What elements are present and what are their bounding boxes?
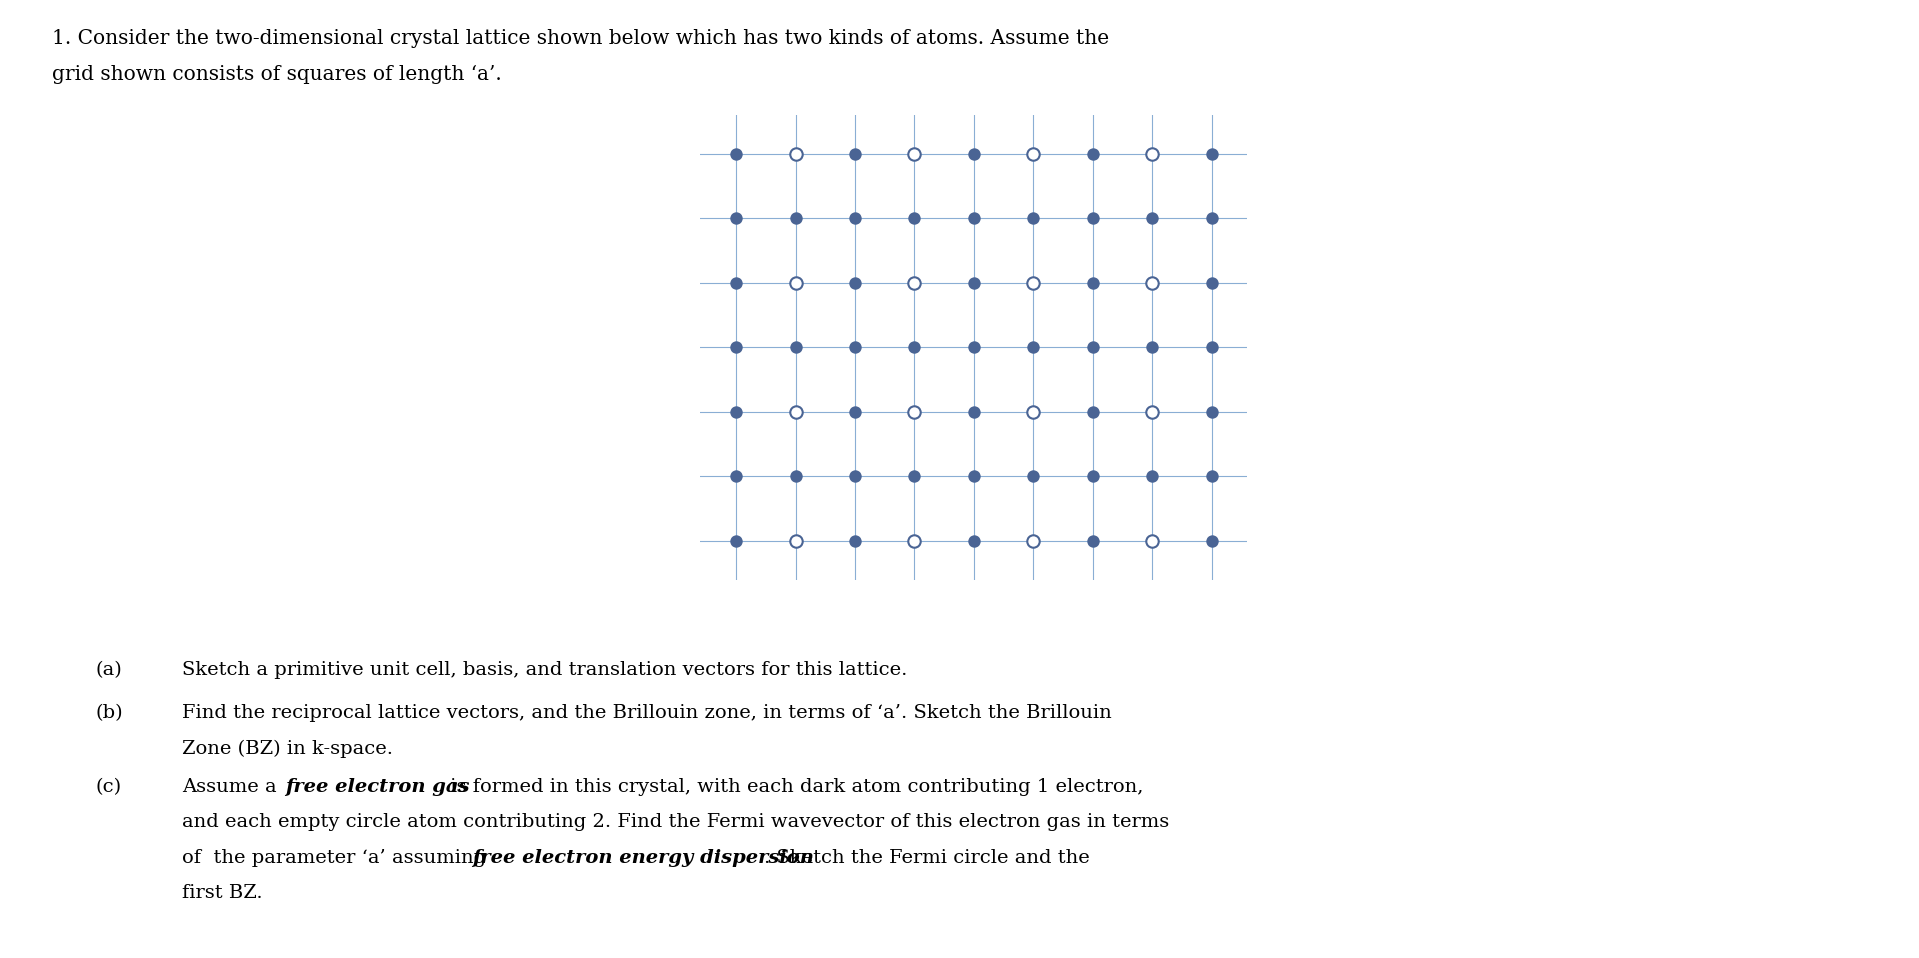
Point [900, 468, 931, 484]
Point [722, 468, 752, 484]
Point [1017, 404, 1048, 420]
Point [900, 275, 931, 290]
Point [1196, 146, 1226, 161]
Point [1077, 146, 1107, 161]
Point [1077, 534, 1107, 549]
Point [900, 340, 931, 355]
Point [900, 146, 931, 161]
Point [781, 146, 812, 161]
Text: first BZ.: first BZ. [182, 884, 263, 902]
Point [1136, 534, 1167, 549]
Point [841, 211, 871, 226]
Text: (b): (b) [96, 704, 123, 722]
Point [958, 146, 990, 161]
Text: . Sketch the Fermi circle and the: . Sketch the Fermi circle and the [764, 849, 1090, 867]
Point [1017, 146, 1048, 161]
Point [958, 468, 990, 484]
Text: of  the parameter ‘a’ assuming: of the parameter ‘a’ assuming [182, 849, 493, 867]
Text: Find the reciprocal lattice vectors, and the Brillouin zone, in terms of ‘a’. Sk: Find the reciprocal lattice vectors, and… [182, 704, 1111, 722]
Text: is formed in this crystal, with each dark atom contributing 1 electron,: is formed in this crystal, with each dar… [445, 778, 1144, 796]
Point [841, 275, 871, 290]
Point [1136, 146, 1167, 161]
Point [841, 340, 871, 355]
Point [1017, 534, 1048, 549]
Point [1017, 340, 1048, 355]
Point [1196, 534, 1226, 549]
Point [1017, 275, 1048, 290]
Point [1017, 468, 1048, 484]
Point [722, 211, 752, 226]
Point [781, 340, 812, 355]
Point [1196, 275, 1226, 290]
Point [722, 404, 752, 420]
Point [958, 404, 990, 420]
Point [781, 404, 812, 420]
Point [1136, 211, 1167, 226]
Point [1136, 275, 1167, 290]
Point [958, 340, 990, 355]
Point [1136, 340, 1167, 355]
Point [1196, 404, 1226, 420]
Point [781, 468, 812, 484]
Text: free electron gas: free electron gas [286, 778, 470, 796]
Text: (a): (a) [96, 661, 123, 679]
Text: grid shown consists of squares of length ‘a’.: grid shown consists of squares of length… [52, 65, 501, 84]
Point [841, 146, 871, 161]
Point [1136, 404, 1167, 420]
Point [958, 275, 990, 290]
Point [841, 404, 871, 420]
Point [1077, 404, 1107, 420]
Point [781, 275, 812, 290]
Point [722, 146, 752, 161]
Point [781, 211, 812, 226]
Point [1077, 340, 1107, 355]
Point [900, 404, 931, 420]
Point [1077, 211, 1107, 226]
Point [722, 340, 752, 355]
Point [900, 211, 931, 226]
Point [1196, 468, 1226, 484]
Point [1196, 211, 1226, 226]
Point [1196, 340, 1226, 355]
Point [1077, 275, 1107, 290]
Text: Assume a: Assume a [182, 778, 284, 796]
Point [781, 534, 812, 549]
Text: free electron energy dispersion: free electron energy dispersion [472, 849, 814, 867]
Point [841, 468, 871, 484]
Point [722, 534, 752, 549]
Point [1136, 468, 1167, 484]
Text: Zone (BZ) in k-space.: Zone (BZ) in k-space. [182, 740, 393, 758]
Text: Sketch a primitive unit cell, basis, and translation vectors for this lattice.: Sketch a primitive unit cell, basis, and… [182, 661, 908, 679]
Point [1017, 211, 1048, 226]
Point [900, 534, 931, 549]
Point [1077, 468, 1107, 484]
Text: 1. Consider the two-dimensional crystal lattice shown below which has two kinds : 1. Consider the two-dimensional crystal … [52, 29, 1109, 48]
Text: and each empty circle atom contributing 2. Find the Fermi wavevector of this ele: and each empty circle atom contributing … [182, 813, 1169, 832]
Text: (c): (c) [96, 778, 123, 796]
Point [958, 211, 990, 226]
Point [841, 534, 871, 549]
Point [958, 534, 990, 549]
Point [722, 275, 752, 290]
